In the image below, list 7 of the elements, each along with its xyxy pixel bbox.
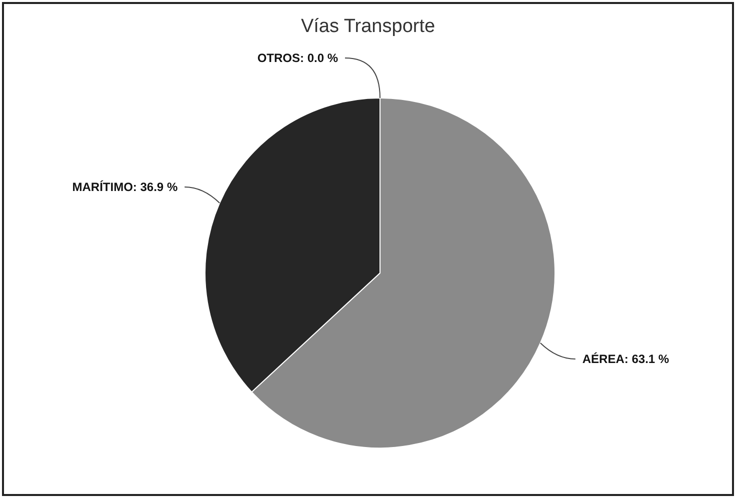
text: : 0.0 % bbox=[300, 51, 338, 65]
slice-label: AÉREA bbox=[582, 352, 625, 366]
slice-label: MARÍTIMO bbox=[72, 180, 133, 194]
category-label: OTROS bbox=[257, 51, 300, 65]
data-label: : 63.1 % bbox=[624, 352, 670, 366]
data-label: : 36.9 % bbox=[132, 180, 178, 194]
chart-title: Vías Transporte bbox=[300, 16, 436, 37]
